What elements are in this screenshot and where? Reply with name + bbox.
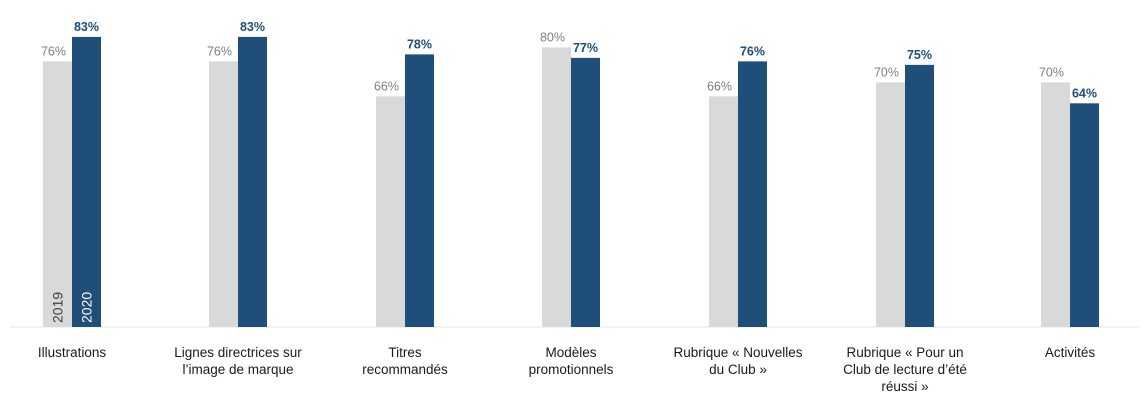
bar-2020-5 [905,64,934,327]
category-label-3-line-0: Modèles [545,345,596,360]
value-label-2020-3: 77% [573,41,598,55]
bar-2020-3 [571,57,600,327]
bar-2020-1 [238,36,267,327]
value-label-2020-5: 75% [907,48,932,62]
category-label-1-line-1: l’image de marque [182,362,293,377]
value-labels-group: 76% 83% 76% 83% 66% 78% 80% 77% 66% 76% 70% 75% 70% 6… [41,20,1097,100]
category-label-6-line-0: Activités [1045,345,1096,360]
category-labels-group: Illustrations Lignes directrices sur l’ima… [38,345,1096,394]
bar-2020-4 [738,61,767,327]
bar-2019-4 [709,96,738,327]
category-label-4-line-0: Rubrique « Nouvelles [673,345,802,360]
value-label-2020-6: 64% [1072,86,1097,100]
category-label-5-line-0: Rubrique « Pour un [846,345,963,360]
legend-label-2019: 2019 [50,292,66,323]
value-label-2019-3: 80% [540,30,565,44]
value-label-2020-1: 83% [240,20,265,34]
bar-2019-0 [43,61,72,327]
bar-2020-2 [405,54,434,327]
category-label-0-line-0: Illustrations [38,345,107,360]
category-label-1-line-0: Lignes directrices sur [174,345,302,360]
legend-label-2020: 2020 [79,292,95,323]
value-label-2020-0: 83% [74,20,99,34]
bar-2019-5 [876,82,905,327]
category-label-3-line-1: promotionnels [529,362,614,377]
bar-2020-6 [1070,103,1099,327]
bar-2019-1 [209,61,238,327]
category-label-5-line-2: réussi » [881,379,928,394]
category-label-2-line-0: Titres [388,345,421,360]
value-label-2019-4: 66% [707,79,732,93]
value-label-2020-2: 78% [407,37,432,51]
bar-2020-0 [72,36,101,327]
category-label-2-line-1: recommandés [362,362,448,377]
value-label-2020-4: 76% [740,44,765,58]
bars-group: 2019 2020 [43,36,1099,328]
bar-2019-2 [376,96,405,327]
category-label-4-line-1: du Club » [709,362,767,377]
bar-2019-6 [1041,82,1070,327]
value-label-2019-2: 66% [374,79,399,93]
value-label-2019-1: 76% [207,44,232,58]
value-label-2019-0: 76% [41,44,66,58]
value-label-2019-5: 70% [874,65,899,79]
value-label-2019-6: 70% [1039,65,1064,79]
category-label-5-line-1: Club de lecture d’été [843,362,967,377]
bar-2019-3 [542,47,571,328]
